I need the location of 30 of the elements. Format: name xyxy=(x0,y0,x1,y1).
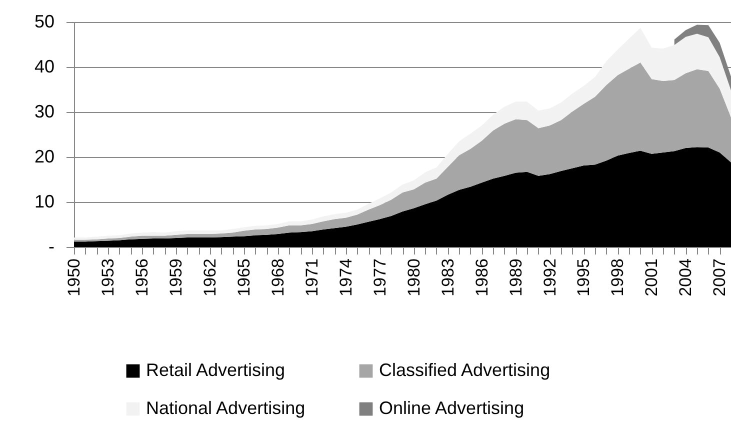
x-tick-label: 1989 xyxy=(506,258,526,296)
x-tick-label: 1962 xyxy=(200,258,220,296)
x-tick-label: 1971 xyxy=(302,258,322,296)
legend-label: Online Advertising xyxy=(379,398,524,418)
x-tick-label: 1953 xyxy=(98,258,118,296)
y-tick-label: 30 xyxy=(34,102,54,122)
x-tick-label: 1998 xyxy=(608,258,628,296)
x-tick-label: 1986 xyxy=(472,258,492,296)
y-tick-label: 10 xyxy=(34,192,54,212)
x-tick-label: 1950 xyxy=(64,258,84,296)
y-tick-label: 40 xyxy=(34,56,54,76)
x-tick-label: 1959 xyxy=(166,258,186,296)
x-tick-label: 2001 xyxy=(642,258,662,296)
y-tick-label: 20 xyxy=(34,146,54,166)
legend-label: Classified Advertising xyxy=(379,360,550,380)
x-tick-label: 1977 xyxy=(370,258,390,296)
x-tick-label: 1992 xyxy=(540,258,560,296)
y-tick-label: - xyxy=(48,236,54,256)
x-tick-label: 1983 xyxy=(438,258,458,296)
y-tick-label: 50 xyxy=(34,12,54,32)
x-tick-label: 1965 xyxy=(234,258,254,296)
x-tick-label: 1995 xyxy=(574,258,594,296)
legend-label: Retail Advertising xyxy=(146,360,286,380)
x-tick-label: 1956 xyxy=(132,258,152,296)
legend-label: National Advertising xyxy=(146,398,306,418)
x-tick-label: 2007 xyxy=(710,258,730,296)
x-tick-label: 1974 xyxy=(336,258,356,296)
x-tick-label: 2004 xyxy=(676,258,696,296)
x-tick-label: 1968 xyxy=(268,258,288,296)
x-tick-label: 1980 xyxy=(404,258,424,296)
